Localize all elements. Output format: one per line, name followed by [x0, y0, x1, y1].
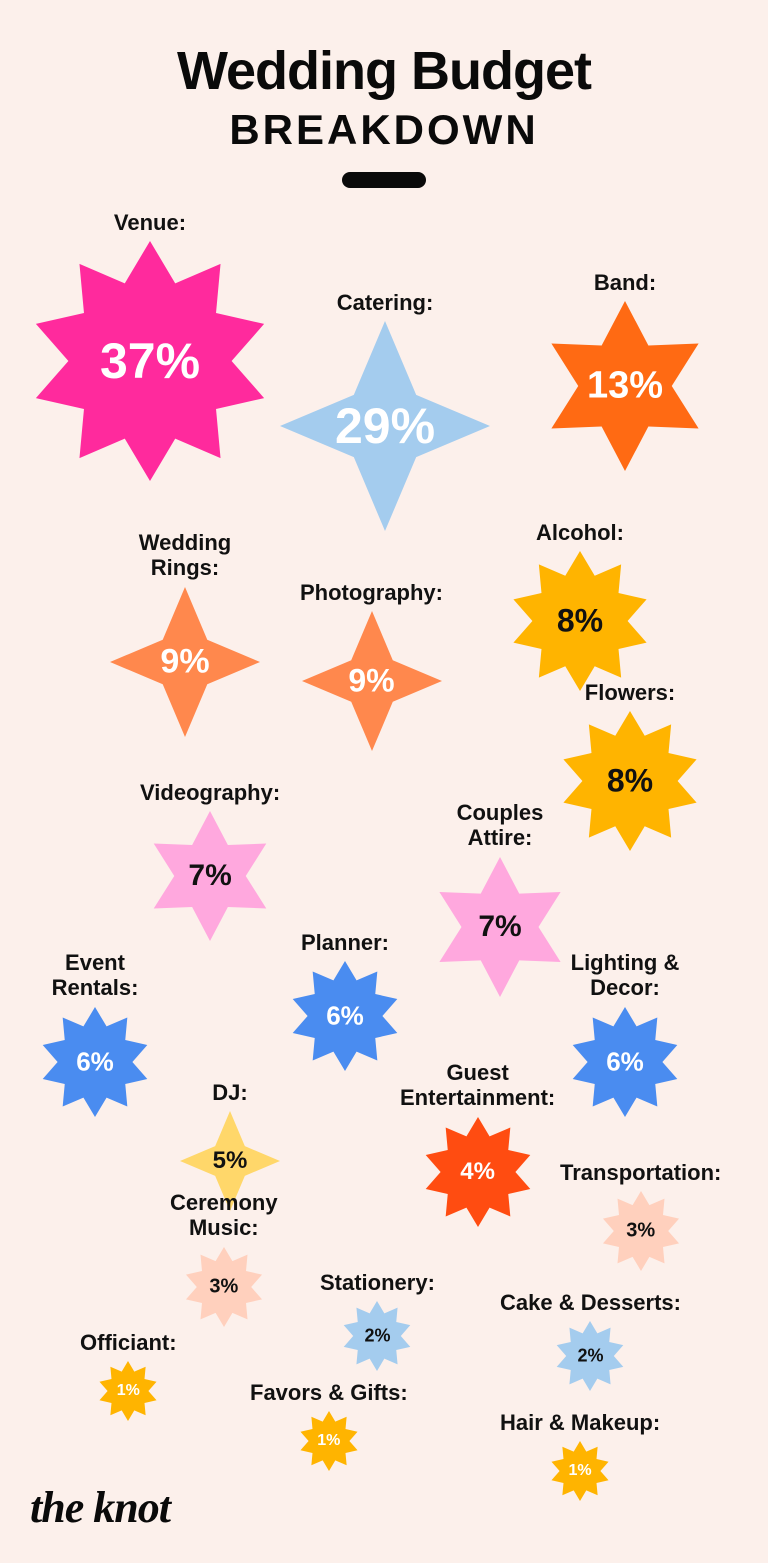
budget-item-photography: Photography: 9% — [300, 580, 443, 756]
budget-item-label: Guest Entertainment: — [400, 1060, 555, 1111]
budget-item-label: Flowers: — [560, 680, 700, 705]
title-block: Wedding Budget BREAKDOWN — [0, 0, 768, 188]
budget-item-label: Hair & Makeup: — [500, 1410, 660, 1435]
budget-item-label: DJ: — [180, 1080, 280, 1105]
budget-item-shape: 1% — [299, 1411, 359, 1471]
budget-item-shape: 8% — [560, 711, 700, 851]
budget-item-favors-gifts: Favors & Gifts: 1% — [250, 1380, 408, 1476]
budget-item-shape: 6% — [40, 1007, 150, 1117]
budget-item-shape: 29% — [280, 321, 490, 531]
budget-item-shape: 1% — [550, 1441, 610, 1501]
budget-item-shape: 9% — [302, 611, 442, 751]
budget-item-shape: 4% — [423, 1117, 533, 1227]
budget-item-value: 13% — [587, 365, 663, 408]
budget-item-band: Band: 13% — [540, 270, 710, 476]
budget-item-label: Wedding Rings: — [110, 530, 260, 581]
budget-item-officiant: Officiant: 1% — [80, 1330, 177, 1426]
budget-item-value: 1% — [569, 1462, 592, 1480]
budget-item-value: 3% — [209, 1275, 238, 1298]
budget-item-label: Videography: — [140, 780, 280, 805]
budget-item-value: 37% — [100, 332, 200, 390]
budget-item-label: Planner: — [290, 930, 400, 955]
budget-item-value: 6% — [326, 1001, 364, 1032]
budget-item-flowers: Flowers: 8% — [560, 680, 700, 856]
budget-item-lighting-decor: Lighting & Decor: 6% — [570, 950, 680, 1122]
budget-item-label: Cake & Desserts: — [500, 1290, 681, 1315]
title-line-1: Wedding Budget — [0, 40, 768, 102]
budget-item-value: 1% — [317, 1432, 340, 1450]
budget-item-cake-desserts: Cake & Desserts: 2% — [500, 1290, 681, 1396]
title-line-2: BREAKDOWN — [0, 106, 768, 154]
budget-item-label: Event Rentals: — [40, 950, 150, 1001]
budget-item-shape: 6% — [570, 1007, 680, 1117]
budget-item-shape: 2% — [342, 1301, 412, 1371]
budget-item-shape: 37% — [30, 241, 270, 481]
budget-item-label: Ceremony Music: — [170, 1190, 278, 1241]
budget-item-value: 9% — [348, 663, 394, 700]
budget-item-shape: 9% — [110, 587, 260, 737]
budget-item-stationery: Stationery: 2% — [320, 1270, 435, 1376]
budget-item-videography: Videography: 7% — [140, 780, 280, 946]
budget-item-value: 7% — [188, 859, 231, 893]
budget-item-label: Photography: — [300, 580, 443, 605]
budget-item-hair-makeup: Hair & Makeup: 1% — [500, 1410, 660, 1506]
budget-item-label: Catering: — [280, 290, 490, 315]
budget-item-couples-attire: Couples Attire: 7% — [430, 800, 570, 1002]
budget-item-value: 2% — [577, 1346, 603, 1367]
budget-item-shape: 3% — [184, 1247, 264, 1327]
budget-item-shape: 7% — [430, 857, 570, 997]
budget-item-label: Transportation: — [560, 1160, 721, 1185]
budget-item-value: 9% — [160, 642, 209, 681]
budget-item-value: 8% — [607, 763, 653, 800]
budget-item-shape: 2% — [555, 1321, 625, 1391]
budget-item-transportation: Transportation: 3% — [560, 1160, 721, 1276]
budget-item-value: 4% — [460, 1158, 495, 1186]
budget-item-value: 29% — [335, 397, 435, 455]
title-divider-icon — [342, 172, 426, 188]
budget-item-value: 6% — [606, 1046, 644, 1077]
budget-item-value: 1% — [117, 1382, 140, 1400]
budget-item-value: 7% — [478, 910, 521, 944]
budget-item-shape: 6% — [290, 961, 400, 1071]
budget-item-label: Couples Attire: — [430, 800, 570, 851]
budget-item-alcohol: Alcohol: 8% — [510, 520, 650, 696]
budget-item-shape: 7% — [145, 811, 275, 941]
budget-item-value: 2% — [364, 1326, 390, 1347]
budget-item-venue: Venue: 37% — [30, 210, 270, 486]
budget-item-label: Stationery: — [320, 1270, 435, 1295]
budget-item-value: 6% — [76, 1046, 114, 1077]
budget-item-label: Alcohol: — [510, 520, 650, 545]
budget-item-value: 3% — [626, 1220, 655, 1243]
budget-item-label: Favors & Gifts: — [250, 1380, 408, 1405]
budget-item-ceremony-music: Ceremony Music: 3% — [170, 1190, 278, 1332]
budget-item-shape: 3% — [601, 1191, 681, 1271]
budget-item-value: 5% — [213, 1147, 248, 1175]
budget-item-value: 8% — [557, 603, 603, 640]
budget-item-label: Lighting & Decor: — [570, 950, 680, 1001]
budget-item-planner: Planner: 6% — [290, 930, 400, 1076]
budget-item-label: Officiant: — [80, 1330, 177, 1355]
budget-item-shape: 1% — [98, 1361, 158, 1421]
budget-item-guest-ent: Guest Entertainment: 4% — [400, 1060, 555, 1232]
budget-item-shape: 8% — [510, 551, 650, 691]
budget-item-label: Band: — [540, 270, 710, 295]
budget-item-shape: 13% — [540, 301, 710, 471]
brand-logo: the knot — [30, 1482, 170, 1533]
budget-item-catering: Catering: 29% — [280, 290, 490, 536]
budget-item-wedding-rings: Wedding Rings: 9% — [110, 530, 260, 742]
budget-item-event-rentals: Event Rentals: 6% — [40, 950, 150, 1122]
budget-item-label: Venue: — [30, 210, 270, 235]
